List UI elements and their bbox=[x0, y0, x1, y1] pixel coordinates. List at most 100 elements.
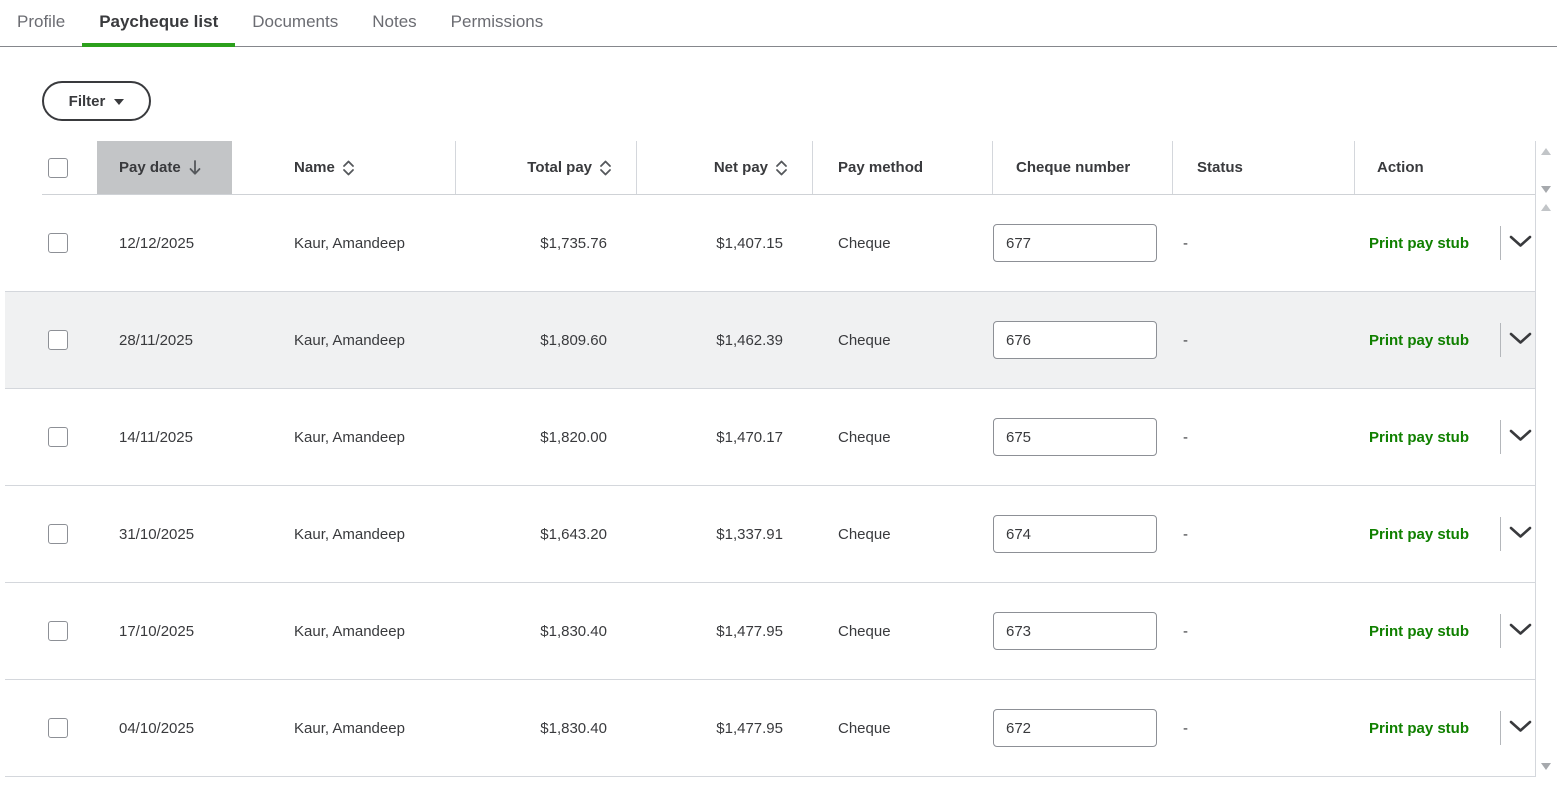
cheque-number-input[interactable] bbox=[993, 418, 1157, 456]
column-header-total-pay[interactable]: Total pay bbox=[456, 141, 637, 194]
action-cell: Print pay stub bbox=[1355, 614, 1535, 648]
filter-button[interactable]: Filter bbox=[42, 81, 151, 121]
action-divider bbox=[1500, 517, 1501, 551]
toolbar: Filter bbox=[0, 47, 1557, 141]
name-cell: Kaur, Amandeep bbox=[294, 234, 405, 252]
scroll-down-icon[interactable] bbox=[1541, 186, 1551, 193]
print-pay-stub-link[interactable]: Print pay stub bbox=[1368, 234, 1469, 252]
column-header-pay-date[interactable]: Pay date bbox=[97, 141, 232, 194]
name-cell: Kaur, Amandeep bbox=[294, 719, 405, 737]
column-header-action: Action bbox=[1355, 141, 1535, 194]
pay-method-cell: Cheque bbox=[838, 234, 891, 252]
pay-method-cell: Cheque bbox=[838, 622, 891, 640]
tab-documents[interactable]: Documents bbox=[252, 11, 339, 31]
net-pay-cell: $1,462.39 bbox=[716, 331, 783, 349]
vertical-scrollbar[interactable] bbox=[1537, 142, 1557, 782]
net-pay-cell: $1,407.15 bbox=[716, 234, 783, 252]
row-checkbox[interactable] bbox=[48, 621, 68, 641]
column-label-net-pay: Net pay bbox=[713, 159, 768, 176]
print-pay-stub-link[interactable]: Print pay stub bbox=[1368, 525, 1469, 543]
pay-method-cell: Cheque bbox=[838, 719, 891, 737]
scroll-up-icon[interactable] bbox=[1541, 204, 1551, 211]
column-label-pay-date: Pay date bbox=[119, 159, 181, 176]
total-pay-cell: $1,735.76 bbox=[540, 234, 607, 252]
chevron-down-icon bbox=[1509, 623, 1532, 639]
chevron-down-icon bbox=[1509, 429, 1532, 445]
scroll-up-icon[interactable] bbox=[1541, 148, 1551, 155]
tab-paycheque-list[interactable]: Paycheque list bbox=[82, 0, 236, 47]
chevron-down-icon bbox=[1509, 235, 1532, 251]
table-row: 17/10/2025 Kaur, Amandeep $1,830.40 $1,4… bbox=[5, 583, 1535, 680]
checkbox-cell bbox=[42, 621, 97, 641]
row-expand-button[interactable] bbox=[1509, 720, 1532, 736]
tab-notes[interactable]: Notes bbox=[372, 11, 417, 31]
action-divider bbox=[1500, 420, 1501, 454]
print-pay-stub-link[interactable]: Print pay stub bbox=[1368, 331, 1469, 349]
pay-method-cell: Cheque bbox=[838, 428, 891, 446]
action-cell: Print pay stub bbox=[1355, 517, 1535, 551]
cheque-number-input[interactable] bbox=[993, 321, 1157, 359]
column-header-net-pay[interactable]: Net pay bbox=[637, 141, 813, 194]
total-pay-cell: $1,830.40 bbox=[540, 719, 607, 737]
column-header-name[interactable]: Name bbox=[232, 141, 456, 194]
net-pay-cell: $1,470.17 bbox=[716, 428, 783, 446]
row-expand-button[interactable] bbox=[1509, 332, 1532, 348]
column-label-name: Name bbox=[294, 159, 335, 176]
row-expand-button[interactable] bbox=[1509, 235, 1532, 251]
scroll-down-icon[interactable] bbox=[1541, 763, 1551, 770]
cheque-number-input[interactable] bbox=[993, 612, 1157, 650]
row-checkbox[interactable] bbox=[48, 718, 68, 738]
select-all-cell bbox=[42, 141, 97, 194]
row-checkbox[interactable] bbox=[48, 427, 68, 447]
row-expand-button[interactable] bbox=[1509, 623, 1532, 639]
print-pay-stub-link[interactable]: Print pay stub bbox=[1368, 719, 1469, 737]
pay-method-cell: Cheque bbox=[838, 331, 891, 349]
print-pay-stub-link[interactable]: Print pay stub bbox=[1368, 428, 1469, 446]
row-checkbox[interactable] bbox=[48, 330, 68, 350]
cheque-number-cell bbox=[993, 224, 1173, 262]
action-divider bbox=[1500, 226, 1501, 260]
row-expand-button[interactable] bbox=[1509, 526, 1532, 542]
total-pay-cell: $1,643.20 bbox=[540, 525, 607, 543]
cheque-number-cell bbox=[993, 321, 1173, 359]
name-cell: Kaur, Amandeep bbox=[294, 525, 405, 543]
column-label-total-pay: Total pay bbox=[527, 159, 592, 176]
sort-updown-icon bbox=[342, 160, 355, 176]
checkbox-cell bbox=[42, 718, 97, 738]
select-all-checkbox[interactable] bbox=[48, 157, 68, 178]
pay-date-cell: 12/12/2025 bbox=[119, 234, 195, 252]
column-header-pay-method: Pay method bbox=[813, 141, 993, 194]
row-expand-button[interactable] bbox=[1509, 429, 1532, 445]
cheque-number-cell bbox=[993, 709, 1173, 747]
table-row: 12/12/2025 Kaur, Amandeep $1,735.76 $1,4… bbox=[5, 195, 1535, 292]
status-cell: - bbox=[1183, 525, 1188, 543]
action-cell: Print pay stub bbox=[1355, 226, 1535, 260]
table-row: 31/10/2025 Kaur, Amandeep $1,643.20 $1,3… bbox=[5, 486, 1535, 583]
checkbox-cell bbox=[42, 524, 97, 544]
action-cell: Print pay stub bbox=[1355, 711, 1535, 745]
cheque-number-input[interactable] bbox=[993, 515, 1157, 553]
status-cell: - bbox=[1183, 719, 1188, 737]
table-row: 28/11/2025 Kaur, Amandeep $1,809.60 $1,4… bbox=[5, 292, 1535, 389]
sort-updown-icon bbox=[599, 160, 612, 176]
status-cell: - bbox=[1183, 428, 1188, 446]
tab-permissions[interactable]: Permissions bbox=[450, 11, 544, 31]
column-label-status: Status bbox=[1197, 159, 1243, 176]
net-pay-cell: $1,477.95 bbox=[716, 719, 783, 737]
action-cell: Print pay stub bbox=[1355, 323, 1535, 357]
tab-profile[interactable]: Profile bbox=[17, 11, 66, 31]
cheque-number-input[interactable] bbox=[993, 709, 1157, 747]
pay-date-cell: 14/11/2025 bbox=[119, 428, 193, 446]
print-pay-stub-link[interactable]: Print pay stub bbox=[1368, 622, 1469, 640]
sort-updown-icon bbox=[775, 160, 788, 176]
row-checkbox[interactable] bbox=[48, 524, 68, 544]
cheque-number-input[interactable] bbox=[993, 224, 1157, 262]
pay-date-cell: 31/10/2025 bbox=[119, 525, 195, 543]
table-body: 12/12/2025 Kaur, Amandeep $1,735.76 $1,4… bbox=[0, 195, 1535, 777]
row-checkbox[interactable] bbox=[48, 233, 68, 253]
table-row: 04/10/2025 Kaur, Amandeep $1,830.40 $1,4… bbox=[5, 680, 1535, 777]
status-cell: - bbox=[1183, 622, 1188, 640]
cheque-number-cell bbox=[993, 418, 1173, 456]
pay-date-cell: 28/11/2025 bbox=[119, 331, 193, 349]
checkbox-cell bbox=[42, 330, 97, 350]
